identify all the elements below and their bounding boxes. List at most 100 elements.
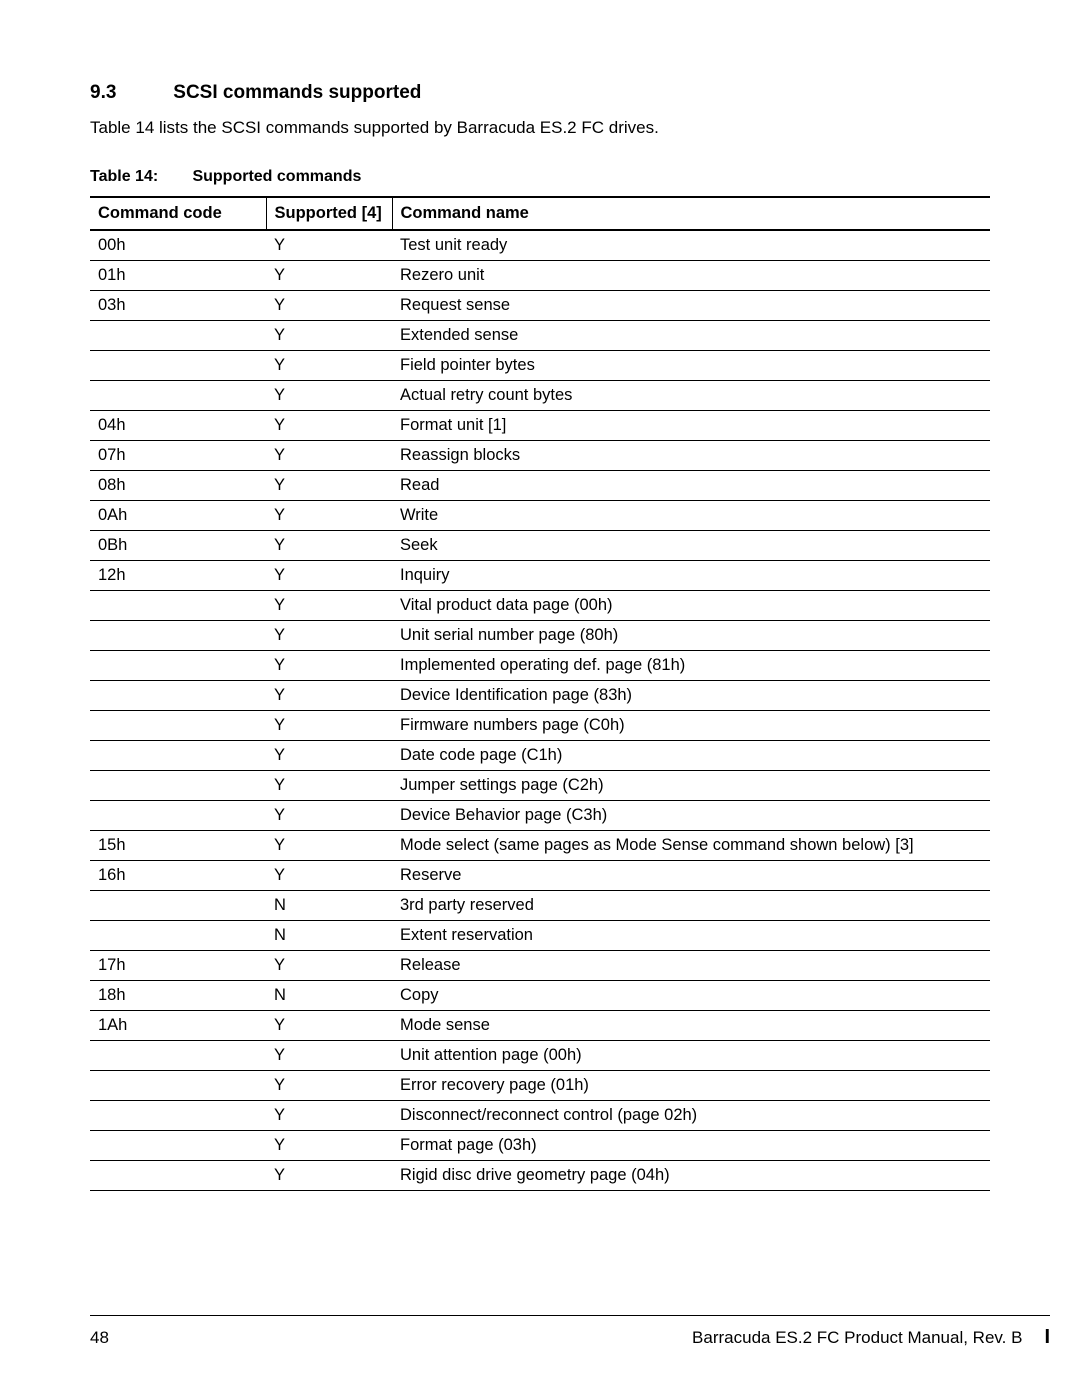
table-row: YJumper settings page (C2h) (90, 771, 990, 801)
cell-command-name: Error recovery page (01h) (392, 1071, 990, 1101)
cell-command-code (90, 591, 266, 621)
cell-command-name: Inquiry (392, 561, 990, 591)
cell-supported: Y (266, 1161, 392, 1191)
table-row: YExtended sense (90, 321, 990, 351)
cell-supported: Y (266, 771, 392, 801)
table-row: 16hYReserve (90, 861, 990, 891)
table-row: YVital product data page (00h) (90, 591, 990, 621)
table-row: YError recovery page (01h) (90, 1071, 990, 1101)
cell-command-code (90, 921, 266, 951)
cell-supported: Y (266, 291, 392, 321)
cell-command-name: Unit serial number page (80h) (392, 621, 990, 651)
page-footer: 48 Barracuda ES.2 FC Product Manual, Rev… (90, 1315, 1050, 1349)
cell-command-code (90, 771, 266, 801)
cell-command-code: 0Bh (90, 531, 266, 561)
cell-supported: Y (266, 1011, 392, 1041)
cell-supported: Y (266, 531, 392, 561)
cell-command-name: Jumper settings page (C2h) (392, 771, 990, 801)
cell-command-code (90, 741, 266, 771)
cell-command-code (90, 891, 266, 921)
table-row: 0AhYWrite (90, 501, 990, 531)
cell-command-name: Rezero unit (392, 261, 990, 291)
cell-command-name: Vital product data page (00h) (392, 591, 990, 621)
cell-command-code (90, 651, 266, 681)
cell-command-code (90, 1161, 266, 1191)
cell-command-name: Seek (392, 531, 990, 561)
table-row: 1AhYMode sense (90, 1011, 990, 1041)
cell-command-code: 07h (90, 441, 266, 471)
table-row: N3rd party reserved (90, 891, 990, 921)
table-body: 00hYTest unit ready01hYRezero unit03hYRe… (90, 230, 990, 1191)
cell-command-name: Write (392, 501, 990, 531)
section-heading: 9.3 SCSI commands supported (90, 82, 990, 104)
cell-command-name: Copy (392, 981, 990, 1011)
cell-command-name: Mode select (same pages as Mode Sense co… (392, 831, 990, 861)
cell-supported: Y (266, 261, 392, 291)
cell-supported: Y (266, 501, 392, 531)
table-row: YUnit attention page (00h) (90, 1041, 990, 1071)
cell-command-code (90, 1101, 266, 1131)
table-row: 04hYFormat unit [1] (90, 411, 990, 441)
table-row: YField pointer bytes (90, 351, 990, 381)
cell-command-name: Rigid disc drive geometry page (04h) (392, 1161, 990, 1191)
cell-command-code: 01h (90, 261, 266, 291)
table-row: YDate code page (C1h) (90, 741, 990, 771)
cell-command-name: Date code page (C1h) (392, 741, 990, 771)
table-row: YDevice Identification page (83h) (90, 681, 990, 711)
cell-command-name: Implemented operating def. page (81h) (392, 651, 990, 681)
cell-command-name: Reassign blocks (392, 441, 990, 471)
table-row: YImplemented operating def. page (81h) (90, 651, 990, 681)
cell-command-code: 12h (90, 561, 266, 591)
cell-command-code (90, 1131, 266, 1161)
cell-supported: Y (266, 230, 392, 261)
cell-supported: Y (266, 1071, 392, 1101)
cell-command-name: Test unit ready (392, 230, 990, 261)
table-row: 00hYTest unit ready (90, 230, 990, 261)
cell-command-name: Extended sense (392, 321, 990, 351)
cell-supported: N (266, 981, 392, 1011)
cell-command-code: 15h (90, 831, 266, 861)
table-row: 01hYRezero unit (90, 261, 990, 291)
cell-command-code (90, 1071, 266, 1101)
cell-supported: Y (266, 831, 392, 861)
cell-supported: N (266, 921, 392, 951)
doc-title: Barracuda ES.2 FC Product Manual, Rev. B (692, 1328, 1022, 1348)
end-mark: I (1044, 1326, 1050, 1349)
cell-command-code (90, 711, 266, 741)
cell-supported: Y (266, 711, 392, 741)
table-row: 08hYRead (90, 471, 990, 501)
cell-supported: Y (266, 561, 392, 591)
cell-command-name: Release (392, 951, 990, 981)
page-number: 48 (90, 1328, 109, 1348)
table-row: 17hYRelease (90, 951, 990, 981)
cell-command-code: 1Ah (90, 1011, 266, 1041)
cell-command-code: 18h (90, 981, 266, 1011)
cell-supported: Y (266, 651, 392, 681)
cell-supported: N (266, 891, 392, 921)
cell-command-name: Request sense (392, 291, 990, 321)
table-row: 03hYRequest sense (90, 291, 990, 321)
table-caption-label: Table 14: (90, 168, 188, 186)
cell-command-code: 0Ah (90, 501, 266, 531)
cell-supported: Y (266, 351, 392, 381)
cell-command-name: Actual retry count bytes (392, 381, 990, 411)
cell-supported: Y (266, 621, 392, 651)
table-row: 07hYReassign blocks (90, 441, 990, 471)
cell-supported: Y (266, 1131, 392, 1161)
cell-supported: Y (266, 471, 392, 501)
cell-command-code (90, 1041, 266, 1071)
table-header: Command code Supported [4] Command name (90, 197, 990, 230)
cell-supported: Y (266, 681, 392, 711)
cell-command-name: Unit attention page (00h) (392, 1041, 990, 1071)
cell-command-code (90, 381, 266, 411)
cell-command-name: Reserve (392, 861, 990, 891)
cell-supported: Y (266, 801, 392, 831)
cell-command-name: Device Behavior page (C3h) (392, 801, 990, 831)
table-row: NExtent reservation (90, 921, 990, 951)
table-caption-title: Supported commands (192, 168, 361, 185)
cell-supported: Y (266, 741, 392, 771)
cell-command-code: 04h (90, 411, 266, 441)
table-row: 18hNCopy (90, 981, 990, 1011)
commands-table: Command code Supported [4] Command name … (90, 196, 990, 1191)
cell-command-name: Format page (03h) (392, 1131, 990, 1161)
